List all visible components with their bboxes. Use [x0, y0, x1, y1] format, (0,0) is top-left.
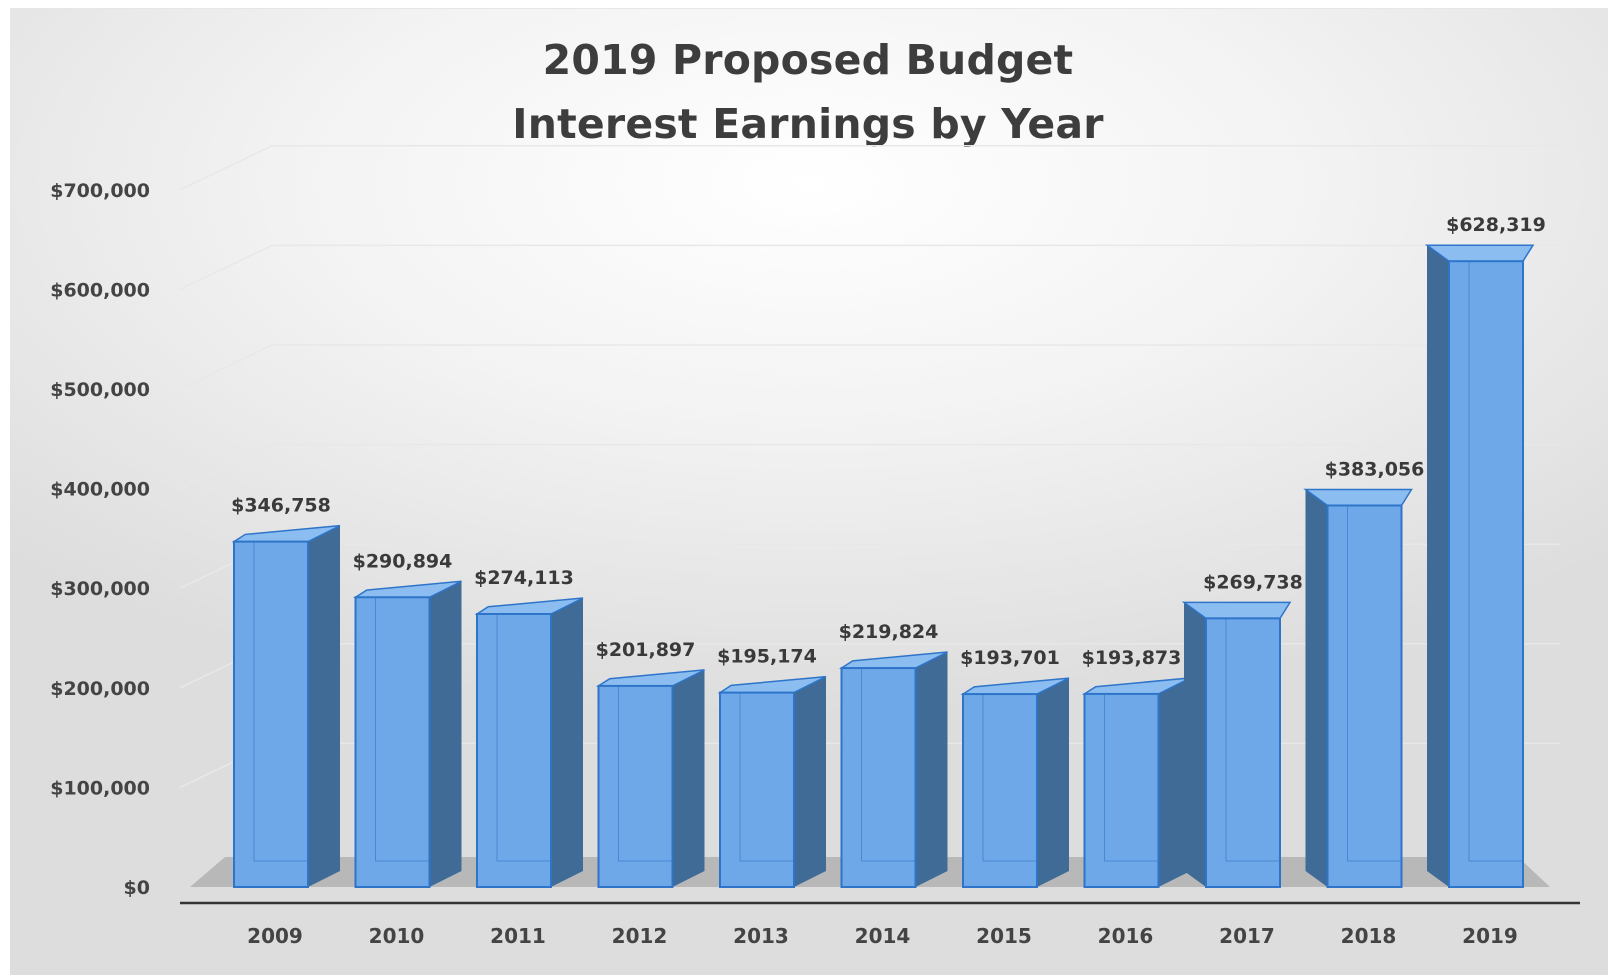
gridline — [179, 443, 1560, 490]
bar-front — [1205, 617, 1281, 888]
bar-side — [1037, 678, 1069, 887]
y-axis: $0 $100,000 $200,000 $300,000 $400,000 $500,0… — [50, 180, 150, 899]
y-tick-label: $300,000 — [50, 578, 150, 600]
data-label: $193,701 — [960, 647, 1060, 669]
y-tick-label: $500,000 — [50, 379, 150, 401]
bar-front — [597, 684, 674, 888]
bar-side — [794, 676, 826, 887]
data-label: $269,738 — [1203, 571, 1303, 593]
data-label: $219,824 — [839, 621, 939, 643]
bar — [352, 580, 462, 889]
x-tick-label: 2017 — [1219, 924, 1275, 948]
bar-side — [915, 652, 948, 887]
x-tick-label: 2011 — [490, 924, 546, 948]
data-label: $628,319 — [1446, 214, 1546, 236]
y-tick-label: $600,000 — [50, 279, 150, 301]
data-label: $290,894 — [353, 550, 453, 572]
bar-side — [429, 581, 462, 887]
bar — [1303, 488, 1413, 888]
chart-title-line-2: Interest Earnings by Year — [512, 100, 1104, 148]
gridline — [179, 344, 1560, 390]
bar — [474, 597, 584, 888]
chart-title-line-1: 2019 Proposed Budget — [542, 36, 1074, 84]
x-tick-label: 2018 — [1341, 924, 1397, 948]
bar-front — [1326, 504, 1403, 888]
x-tick-label: 2016 — [1098, 924, 1154, 948]
data-label: $383,056 — [1325, 458, 1425, 480]
y-tick-label: $100,000 — [50, 777, 150, 799]
bar-series — [231, 244, 1535, 889]
bar — [595, 669, 705, 888]
bar-front — [476, 612, 552, 888]
y-tick-label: $0 — [124, 877, 150, 899]
bar-side — [308, 525, 340, 887]
y-tick-label: $200,000 — [50, 678, 150, 700]
x-tick-label: 2013 — [733, 924, 789, 948]
data-labels: $346,758 $290,894 $274,113 $201,897 $195,174… — [231, 214, 1546, 669]
data-label: $195,174 — [717, 646, 817, 668]
bar-side — [1305, 489, 1328, 887]
bar-side — [1158, 677, 1191, 887]
x-tick-label: 2015 — [976, 924, 1032, 948]
x-tick-label: 2019 — [1462, 924, 1518, 948]
data-label: $274,113 — [474, 567, 574, 589]
x-axis: 2009 2010 2011 2012 2013 2014 2015 2016 2017 2018… — [180, 901, 1580, 948]
bar-front — [840, 667, 917, 888]
bar-side — [672, 669, 705, 887]
bar-front — [962, 693, 1038, 888]
x-tick-label: 2012 — [612, 924, 668, 948]
bar — [960, 677, 1070, 888]
bar — [1424, 244, 1535, 888]
data-label: $201,897 — [596, 639, 696, 661]
gridline — [179, 145, 1560, 191]
bar-side — [551, 597, 583, 887]
bar-front — [233, 540, 309, 888]
x-tick-label: 2009 — [247, 924, 303, 948]
bar — [717, 675, 827, 888]
x-tick-label: 2010 — [369, 924, 425, 948]
data-label: $346,758 — [231, 495, 331, 517]
bar-front — [1448, 260, 1524, 888]
bar — [231, 524, 341, 888]
bar — [1081, 677, 1191, 888]
bar-side — [1427, 245, 1449, 887]
bar-side — [1184, 602, 1206, 887]
bar-front — [1083, 692, 1160, 888]
gridline — [179, 244, 1560, 291]
data-label: $193,873 — [1082, 647, 1182, 669]
y-tick-label: $700,000 — [50, 180, 150, 202]
bar — [1181, 601, 1292, 888]
y-tick-label: $400,000 — [50, 479, 150, 501]
bar-front — [719, 691, 795, 888]
x-tick-label: 2014 — [855, 924, 911, 948]
bar — [838, 651, 948, 888]
bar-front — [354, 596, 431, 889]
